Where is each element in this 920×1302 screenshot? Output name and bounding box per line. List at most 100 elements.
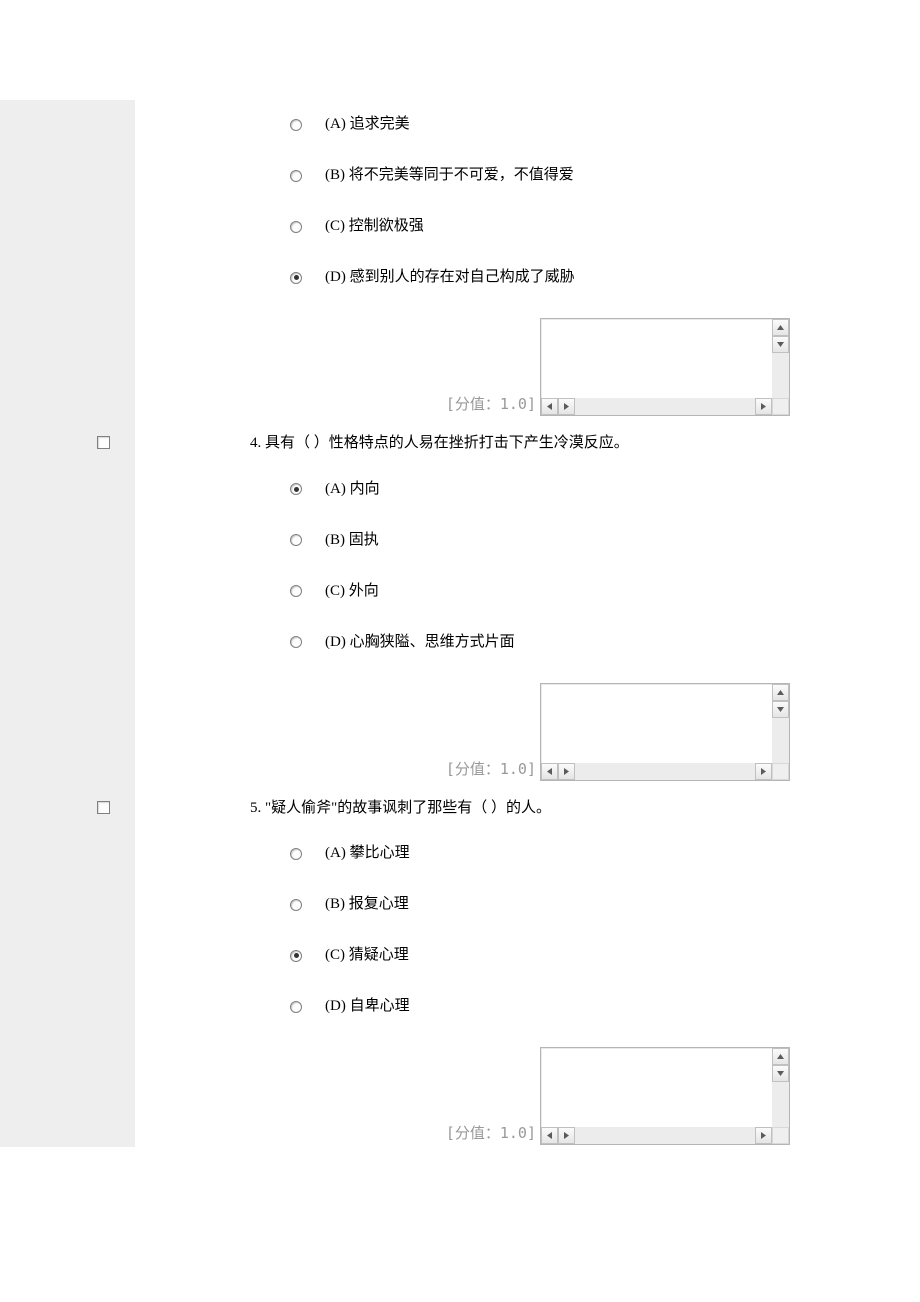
scroll-right-icon[interactable] [558,398,575,415]
scroll-right-icon[interactable] [558,763,575,780]
option-row: (B) 将不完美等同于不可爱，不值得爱 [290,165,920,186]
score-label: [分值：1.0] [446,393,536,416]
option-row: (C) 外向 [290,581,920,602]
question-right-column: (A) 追求完美 (B) 将不完美等同于不可爱，不值得爱 (C) 控制欲极强 (D) … [135,100,920,418]
scroll-corner [772,398,789,415]
radio-wrap [290,221,325,233]
textarea-viewport[interactable] [541,319,772,398]
option-label: (D) 感到别人的存在对自己构成了威胁 [325,267,575,288]
question-text: 5. "疑人偷斧"的故事讽刺了那些有（ ）的人。 [250,797,920,820]
radio-button[interactable] [290,636,302,648]
question-right-column: 5. "疑人偷斧"的故事讽刺了那些有（ ）的人。 (A) 攀比心理 (B) 报复心理… [135,783,920,1148]
radio-wrap [290,848,325,860]
answer-textarea[interactable] [540,318,790,416]
radio-wrap [290,636,325,648]
radio-button[interactable] [290,272,302,284]
option-label: (B) 固执 [325,530,379,551]
question-left-column [0,100,135,418]
radio-button[interactable] [290,1001,302,1013]
option-row: (D) 心胸狭隘、思维方式片面 [290,632,920,653]
radio-wrap [290,950,325,962]
option-label: (D) 自卑心理 [325,996,410,1017]
option-row: (C) 控制欲极强 [290,216,920,237]
scroll-left-icon[interactable] [541,763,558,780]
horizontal-scrollbar[interactable] [541,763,789,780]
radio-button[interactable] [290,119,302,131]
scroll-track[interactable] [772,353,789,398]
question-text: 4. 具有（ ）性格特点的人易在挫折打击下产生冷漠反应。 [250,432,920,455]
scroll-right2-icon[interactable] [755,398,772,415]
options-group: (A) 攀比心理 (B) 报复心理 (C) 猜疑心理 (D) 自卑心理 [290,843,920,1017]
scroll-left-icon[interactable] [541,1127,558,1144]
scroll-corner [772,763,789,780]
score-row: [分值：1.0] [135,1047,920,1145]
radio-button[interactable] [290,221,302,233]
option-row: (B) 报复心理 [290,894,920,915]
option-row: (D) 感到别人的存在对自己构成了威胁 [290,267,920,288]
score-row: [分值：1.0] [135,318,920,416]
scroll-track[interactable] [575,1127,755,1144]
options-group: (A) 内向 (B) 固执 (C) 外向 (D) 心胸狭隘、思维方式片面 [290,479,920,653]
vertical-scrollbar[interactable] [772,1048,789,1127]
radio-button[interactable] [290,170,302,182]
question-block: (A) 追求完美 (B) 将不完美等同于不可爱，不值得爱 (C) 控制欲极强 (D) … [0,100,920,418]
radio-button[interactable] [290,483,302,495]
radio-button[interactable] [290,899,302,911]
horizontal-scrollbar[interactable] [541,398,789,415]
score-label: [分值：1.0] [446,758,536,781]
radio-button[interactable] [290,848,302,860]
scroll-up-icon[interactable] [772,319,789,336]
scroll-track[interactable] [575,398,755,415]
question-right-column: 4. 具有（ ）性格特点的人易在挫折打击下产生冷漠反应。 (A) 内向 (B) 固执… [135,418,920,783]
radio-button[interactable] [290,534,302,546]
vertical-scrollbar[interactable] [772,319,789,398]
radio-wrap [290,119,325,131]
options-group: (A) 追求完美 (B) 将不完美等同于不可爱，不值得爱 (C) 控制欲极强 (D) … [290,114,920,288]
score-row: [分值：1.0] [135,683,920,781]
option-label: (C) 外向 [325,581,379,602]
textarea-viewport[interactable] [541,684,772,763]
radio-wrap [290,483,325,495]
scroll-track[interactable] [575,763,755,780]
scroll-down-icon[interactable] [772,701,789,718]
option-row: (A) 攀比心理 [290,843,920,864]
scroll-up-icon[interactable] [772,1048,789,1065]
flag-checkbox[interactable] [97,436,110,449]
radio-button[interactable] [290,585,302,597]
option-label: (B) 报复心理 [325,894,409,915]
option-row: (B) 固执 [290,530,920,551]
scroll-right2-icon[interactable] [755,1127,772,1144]
scroll-up-icon[interactable] [772,684,789,701]
question-block: 5. "疑人偷斧"的故事讽刺了那些有（ ）的人。 (A) 攀比心理 (B) 报复心理… [0,783,920,1148]
option-label: (C) 控制欲极强 [325,216,424,237]
radio-wrap [290,272,325,284]
option-label: (B) 将不完美等同于不可爱，不值得爱 [325,165,574,186]
scroll-right-icon[interactable] [558,1127,575,1144]
horizontal-scrollbar[interactable] [541,1127,789,1144]
question-left-column [0,418,135,783]
radio-wrap [290,534,325,546]
vertical-scrollbar[interactable] [772,684,789,763]
option-label: (C) 猜疑心理 [325,945,409,966]
scroll-right2-icon[interactable] [755,763,772,780]
scroll-down-icon[interactable] [772,1065,789,1082]
scroll-track[interactable] [772,1082,789,1127]
question-block: 4. 具有（ ）性格特点的人易在挫折打击下产生冷漠反应。 (A) 内向 (B) 固执… [0,418,920,783]
flag-checkbox[interactable] [97,801,110,814]
score-label: [分值：1.0] [446,1122,536,1145]
answer-textarea[interactable] [540,683,790,781]
scroll-track[interactable] [772,718,789,763]
question-left-column [0,783,135,1148]
scroll-corner [772,1127,789,1144]
textarea-viewport[interactable] [541,1048,772,1127]
answer-textarea[interactable] [540,1047,790,1145]
option-row: (C) 猜疑心理 [290,945,920,966]
scroll-down-icon[interactable] [772,336,789,353]
option-label: (A) 追求完美 [325,114,410,135]
radio-button[interactable] [290,950,302,962]
radio-wrap [290,585,325,597]
scroll-left-icon[interactable] [541,398,558,415]
option-row: (A) 内向 [290,479,920,500]
radio-wrap [290,170,325,182]
option-row: (D) 自卑心理 [290,996,920,1017]
